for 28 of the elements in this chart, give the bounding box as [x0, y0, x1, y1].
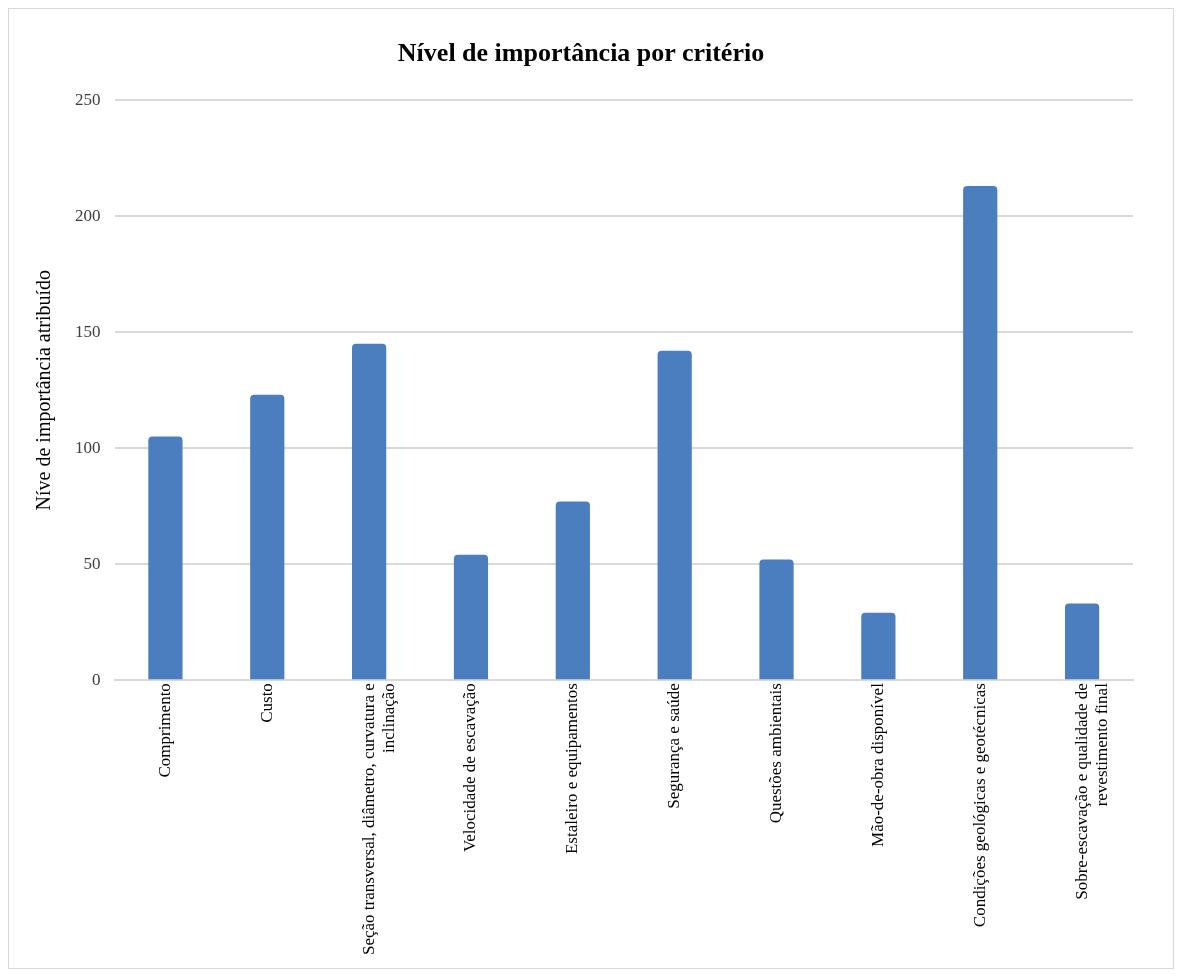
x-tick-label: Estaleiro e equipamentos — [562, 683, 582, 855]
y-tick-label: 50 — [83, 553, 101, 573]
bar — [759, 559, 794, 680]
x-tick-label: Custo — [256, 683, 276, 723]
y-tick-label: 150 — [75, 321, 101, 341]
bar — [555, 501, 590, 680]
bar — [657, 350, 692, 680]
chart-title: Nível de importância por critério — [397, 38, 765, 68]
x-tick-label: Mão-de-obra disponível — [867, 682, 887, 847]
y-tick-label: 0 — [92, 669, 101, 689]
y-axis-title: Níve de importância atribuído — [32, 269, 56, 511]
bar — [453, 554, 489, 680]
y-tick-label: 200 — [75, 205, 101, 225]
x-tick-label: Questões ambientais — [765, 683, 785, 824]
bar — [250, 394, 285, 680]
x-tick-label: Segurança e saúde — [664, 683, 684, 809]
bar — [861, 612, 896, 680]
x-tick-label: Condições geológicas e geotécnicas — [969, 683, 989, 928]
bar — [963, 186, 998, 680]
y-tick-label: 100 — [75, 437, 101, 457]
x-tick-label: Sobre-escavação e qualidade de revestimento final — [1071, 682, 1111, 900]
x-tick-label: Comprimento — [154, 683, 174, 778]
bar — [1064, 603, 1100, 680]
x-tick-label: Velocidade de escavação — [460, 683, 480, 853]
x-tick-label: Seção transversal, diâmetro, curvatura e inclinação — [358, 683, 398, 956]
bar — [352, 343, 387, 680]
bar — [148, 436, 183, 680]
y-tick-label: 250 — [75, 89, 101, 109]
